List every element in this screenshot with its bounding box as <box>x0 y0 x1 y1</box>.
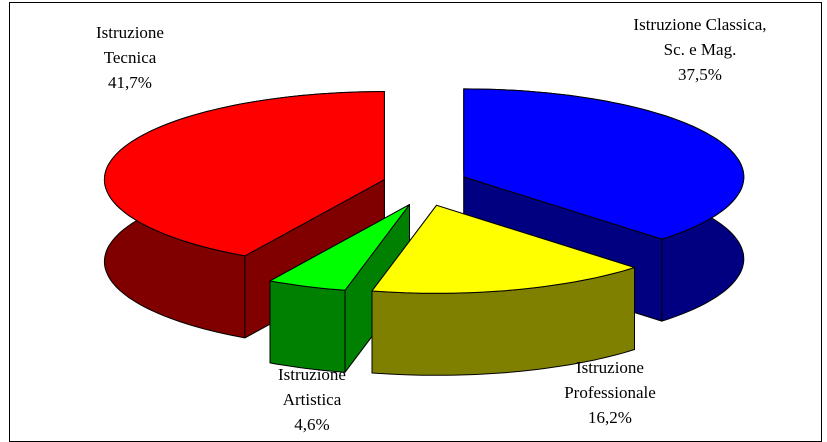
pie-slice <box>269 204 410 373</box>
category-label: Istruzione Tecnica <box>96 23 164 67</box>
slice-top <box>269 204 410 291</box>
value-label: 16,2% <box>588 408 632 427</box>
slice-label: Istruzione Tecnica 41,7% <box>45 20 215 95</box>
slice-top <box>371 204 635 294</box>
slice-label: Istruzione Artistica 4,6% <box>227 362 397 437</box>
category-label: Istruzione Professionale <box>564 358 656 402</box>
value-label: 37,5% <box>678 65 722 84</box>
slice-top <box>463 88 745 240</box>
slice-label: Istruzione Professionale 16,2% <box>525 355 695 430</box>
slice-side <box>269 280 346 373</box>
category-label: Istruzione Classica, Sc. e Mag. <box>633 15 767 59</box>
value-label: 4,6% <box>294 415 330 434</box>
value-label: 41,7% <box>108 73 152 92</box>
pie-slice <box>371 204 635 376</box>
slice-label: Istruzione Classica, Sc. e Mag. 37,5% <box>615 12 785 87</box>
slice-top <box>103 91 385 257</box>
category-label: Istruzione Artistica <box>278 365 346 409</box>
